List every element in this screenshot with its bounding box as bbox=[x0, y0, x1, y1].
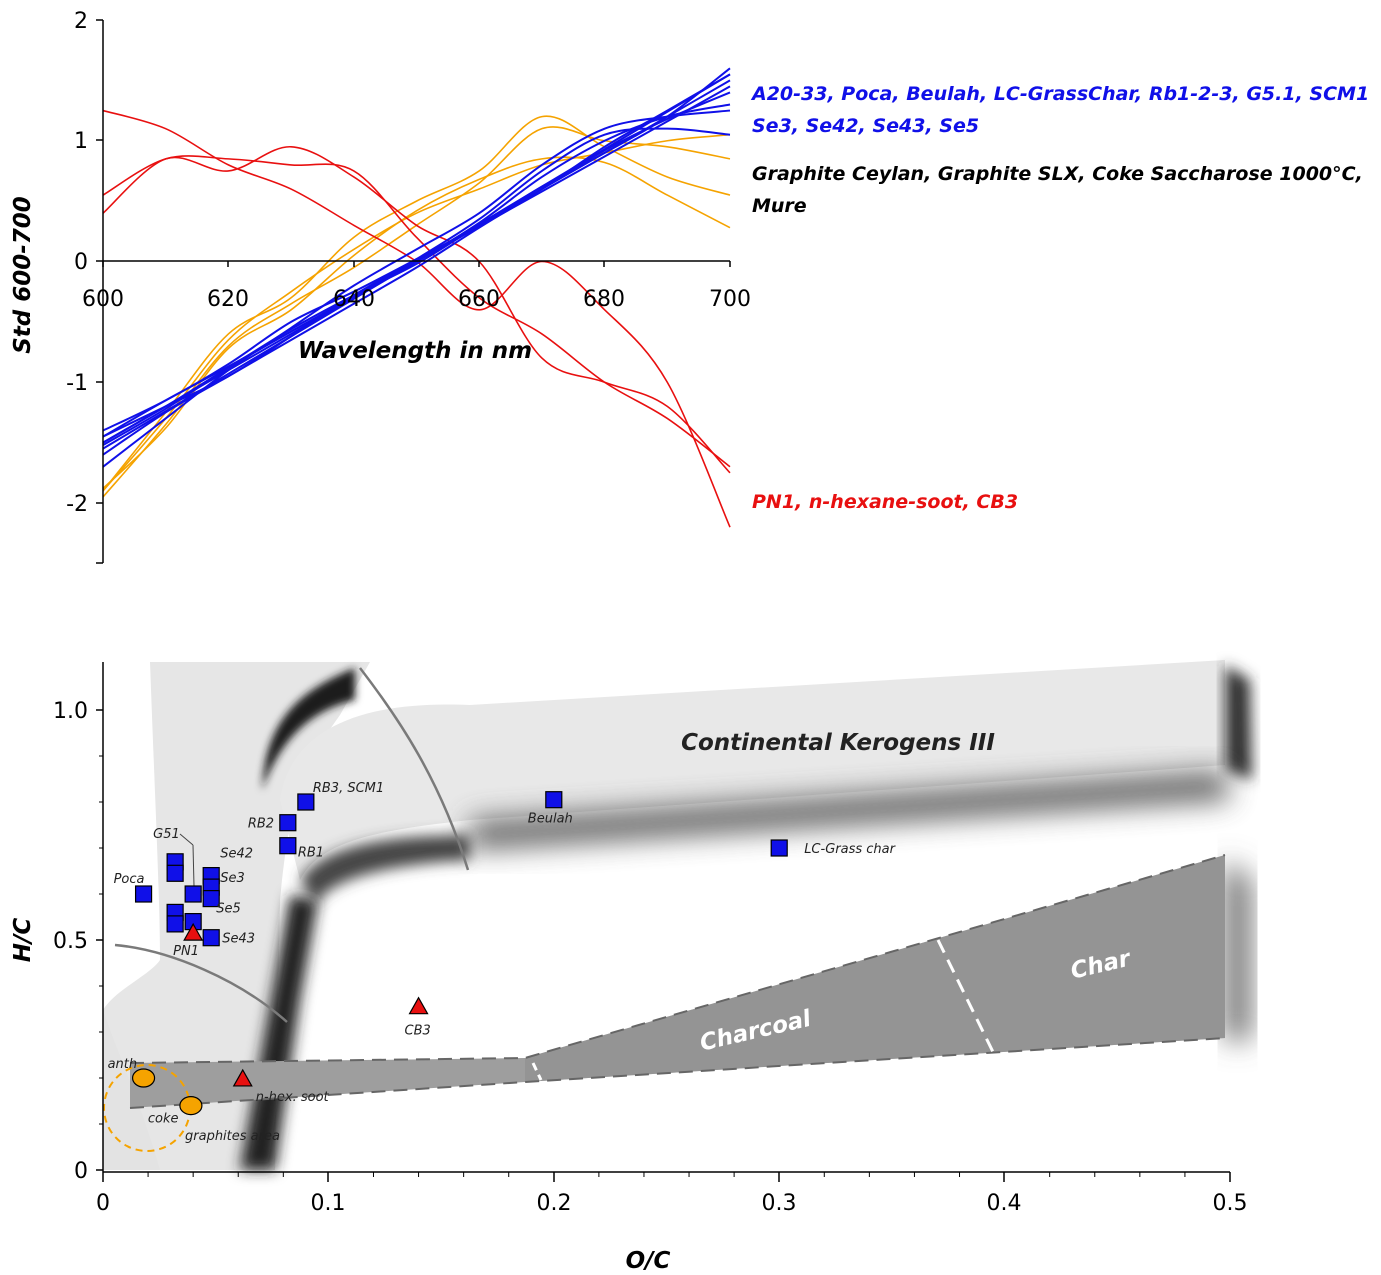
point-label: n-hex. soot bbox=[256, 1090, 330, 1105]
legend-entry-black-2: Mure bbox=[752, 195, 807, 217]
series-line-orange-9 bbox=[102, 126, 731, 498]
legend-entry-red: PN1, n-hexane-soot, CB3 bbox=[752, 491, 1018, 513]
x-axis-title: Wavelength in nm bbox=[298, 338, 532, 364]
y-axis-bottom: 1.0 0.5 0 bbox=[53, 662, 104, 1184]
char-samples-marker bbox=[184, 885, 202, 903]
x-axis-bottom: 0 0.1 0.2 0.3 0.4 0.5 bbox=[96, 1171, 1248, 1216]
x-tick-label: 0.4 bbox=[987, 1191, 1022, 1216]
char-samples-marker bbox=[279, 814, 297, 832]
x-tick-label: 640 bbox=[333, 287, 375, 312]
point-label: RB2 bbox=[248, 817, 274, 832]
point-label: Se3 bbox=[220, 871, 245, 886]
point-label: coke bbox=[148, 1112, 179, 1127]
y-tick-label: 1.0 bbox=[53, 699, 88, 724]
x-tick-label: 0.3 bbox=[762, 1191, 797, 1216]
region-label-graphites: graphites area bbox=[185, 1129, 280, 1144]
char-samples-marker bbox=[545, 791, 563, 809]
point-label: RB1 bbox=[298, 846, 324, 861]
graphites-marker bbox=[179, 1095, 203, 1116]
x-tick-label: 0.2 bbox=[537, 1191, 572, 1216]
x-axis-title: O/C bbox=[626, 1248, 671, 1274]
x-tick-label: 660 bbox=[458, 287, 500, 312]
point-label: PN1 bbox=[173, 944, 199, 959]
series-line-orange-10 bbox=[102, 133, 731, 492]
char-samples-marker bbox=[202, 929, 220, 947]
point-label: Beulah bbox=[528, 812, 573, 827]
y-tick-label: -2 bbox=[66, 492, 88, 517]
g51-leader-line bbox=[192, 844, 195, 887]
spectra-series-group bbox=[102, 67, 731, 528]
legend-entry-blue-1: A20-33, Poca, Beulah, LC-GrassChar, Rb1-… bbox=[750, 83, 1369, 105]
char-samples-marker bbox=[166, 915, 184, 933]
legend-entry-black-1: Graphite Ceylan, Graphite SLX, Coke Sacc… bbox=[752, 163, 1363, 185]
y-tick-label: 1 bbox=[74, 129, 88, 154]
char-samples-marker bbox=[279, 837, 297, 855]
series-line-blue-8 bbox=[102, 91, 731, 446]
x-tick-label: 620 bbox=[207, 287, 249, 312]
point-label: Poca bbox=[114, 872, 145, 887]
char-samples-marker bbox=[202, 889, 220, 908]
y-axis-title: H/C bbox=[10, 918, 36, 963]
x-tick-label: 0 bbox=[96, 1191, 110, 1216]
y-tick-label: 2 bbox=[74, 9, 88, 34]
region-label-kerogens: Continental Kerogens III bbox=[681, 730, 995, 756]
point-label: RB3, SCM1 bbox=[313, 781, 384, 796]
char-samples-marker bbox=[166, 864, 184, 882]
series-line-orange-12 bbox=[102, 156, 731, 490]
point-label: CB3 bbox=[405, 1024, 431, 1039]
series-line-blue-7 bbox=[102, 127, 731, 438]
series-line-red-13 bbox=[102, 109, 731, 528]
y-axis-top: 2 1 0 -1 -2 bbox=[66, 9, 104, 564]
char-samples-marker bbox=[770, 839, 788, 857]
graphites-marker bbox=[131, 1068, 156, 1088]
point-label: Se5 bbox=[216, 902, 241, 917]
soots-marker bbox=[183, 922, 204, 941]
x-axis-top: 600 620 640 660 680 700 bbox=[82, 260, 751, 312]
x-tick-label: 0.5 bbox=[1213, 1191, 1248, 1216]
soots-marker bbox=[232, 1068, 253, 1087]
char-samples-marker bbox=[134, 885, 153, 903]
y-tick-label: 0 bbox=[74, 1159, 88, 1184]
x-tick-label: 700 bbox=[709, 287, 751, 312]
spectra-line-chart: 2 1 0 -1 -2 600 620 640 660 680 700 Wave… bbox=[10, 9, 1369, 564]
y-tick-label: -1 bbox=[66, 371, 88, 396]
point-label: G51 bbox=[153, 827, 180, 842]
x-tick-label: 0.1 bbox=[311, 1191, 346, 1216]
y-tick-label: 0.5 bbox=[53, 929, 88, 954]
series-line-red-14 bbox=[102, 155, 731, 468]
region-shading bbox=[103, 660, 1252, 1170]
legend-entry-blue-2: Se3, Se42, Se43, Se5 bbox=[752, 115, 979, 137]
char-samples-marker bbox=[297, 793, 315, 811]
van-krevelen-diagram: 1.0 0.5 0 0 0.1 0.2 0.3 0.4 0.5 O/C H/C … bbox=[10, 660, 1252, 1274]
point-label: anth bbox=[108, 1057, 138, 1072]
x-tick-label: 600 bbox=[82, 287, 124, 312]
point-label: Se42 bbox=[220, 847, 253, 862]
series-line-orange-11 bbox=[102, 115, 731, 492]
legend: A20-33, Poca, Beulah, LC-GrassChar, Rb1-… bbox=[750, 83, 1369, 513]
y-tick-label: 0 bbox=[74, 250, 88, 275]
point-label: Se43 bbox=[222, 932, 255, 947]
soots-marker bbox=[408, 996, 429, 1015]
series-line-red-15 bbox=[102, 145, 731, 474]
y-axis-title: Std 600-700 bbox=[10, 196, 36, 354]
scatter-labels: Poca G51 Se42 Se3 Se5 Se43 RB2 RB1 RB3, SCM1 Beul… bbox=[108, 781, 897, 1127]
g51-leader-line bbox=[179, 833, 194, 846]
x-tick-label: 680 bbox=[583, 287, 625, 312]
point-label: LC-Grass char bbox=[804, 842, 896, 857]
series-line-blue-6 bbox=[102, 109, 731, 468]
scatter-markers bbox=[131, 791, 788, 1116]
